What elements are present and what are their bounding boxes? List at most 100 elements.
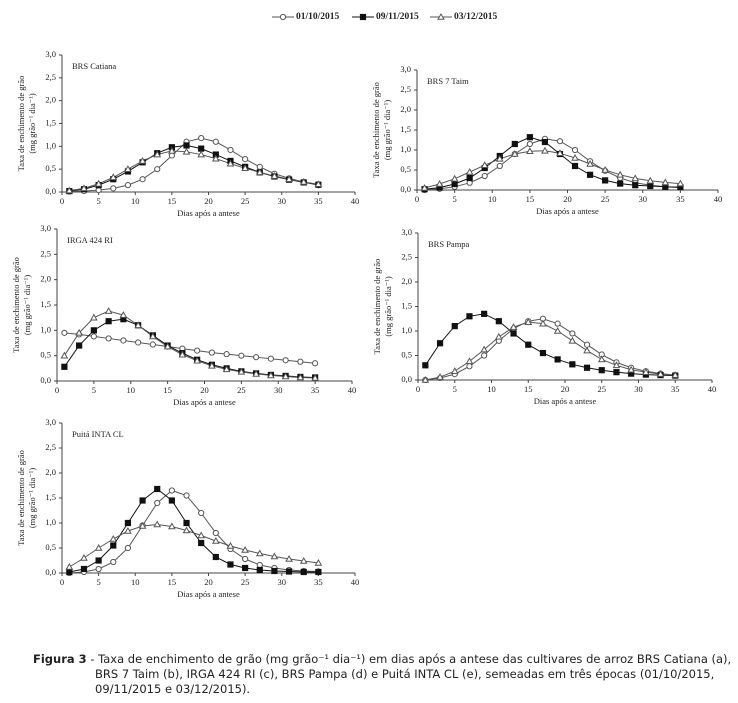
marker-triangle — [480, 161, 489, 168]
marker-triangle — [94, 179, 103, 187]
marker-triangle — [436, 373, 444, 380]
series-line — [63, 310, 316, 379]
caption-label: Figura 3 — [33, 652, 87, 666]
marker-square — [422, 362, 429, 369]
marker-triangle — [526, 147, 534, 154]
y-tick-label: 2,5 — [45, 442, 56, 452]
marker-triangle — [60, 351, 69, 359]
series-line — [69, 137, 319, 193]
marker-square — [110, 542, 117, 549]
marker-circle — [282, 357, 289, 364]
x-tick-label: 30 — [278, 577, 287, 587]
marker-circle — [95, 187, 102, 194]
marker-triangle — [553, 326, 562, 334]
marker-square — [183, 519, 190, 527]
marker-circle — [223, 351, 230, 358]
marker-triangle — [671, 371, 680, 378]
y-tick-label: 2,0 — [400, 104, 411, 114]
marker-triangle — [138, 156, 147, 164]
marker-circle — [135, 339, 142, 346]
series-line — [64, 332, 316, 364]
y-tick-label: 0,5 — [401, 349, 412, 359]
marker-square — [285, 568, 293, 575]
marker-square — [80, 565, 88, 573]
marker-circle — [124, 182, 132, 189]
marker-triangle — [208, 361, 216, 369]
marker-triangle — [193, 356, 201, 364]
marker-circle — [154, 499, 161, 507]
marker-circle — [569, 330, 576, 337]
x-tick-label: 20 — [200, 385, 209, 395]
marker-square — [198, 145, 205, 152]
marker-circle — [124, 544, 132, 552]
marker-triangle — [226, 159, 235, 167]
x-axis-label: Dias após a antese — [173, 397, 236, 407]
legend-item: 01/10/2015 — [272, 12, 340, 22]
y-tick-label: 1,0 — [400, 144, 411, 154]
x-tick-label: 40 — [714, 194, 723, 204]
y-tick-label: 0,0 — [40, 375, 51, 385]
y-tick-label: 0,5 — [40, 350, 51, 360]
marker-triangle — [612, 361, 621, 369]
marker-circle — [61, 329, 68, 336]
marker-triangle — [465, 357, 474, 365]
marker-triangle — [90, 313, 98, 321]
marker-triangle — [80, 553, 88, 561]
marker-square — [198, 539, 205, 547]
marker-circle — [297, 358, 304, 365]
marker-circle — [481, 172, 488, 180]
legend-label: 01/10/2015 — [296, 12, 340, 22]
y-tick-label: 0,5 — [45, 163, 56, 173]
marker-square — [300, 568, 307, 576]
x-tick-label: 25 — [601, 194, 610, 204]
marker-triangle — [65, 562, 74, 570]
subplot: 0,0 0,5 1,0 1,5 2,0 2,5 3,0 0 5 10 15 20 25 30 35 40 Pui… — [16, 417, 359, 599]
y-tick-label: 2,0 — [45, 467, 56, 477]
y-tick-label: 1,5 — [45, 492, 56, 502]
marker-square — [632, 182, 639, 189]
marker-circle — [208, 349, 215, 356]
marker-square — [436, 340, 444, 347]
marker-square — [541, 138, 549, 146]
marker-triangle — [163, 342, 172, 350]
marker-triangle — [149, 332, 157, 340]
marker-triangle — [435, 179, 444, 187]
y-tick-label: 2,5 — [400, 84, 411, 94]
marker-square — [583, 364, 591, 371]
marker-square — [451, 323, 458, 330]
y-tick-label: 2,0 — [40, 274, 51, 284]
marker-circle — [312, 360, 319, 367]
y-axis-label: Taxa de enchimento de grão — [16, 76, 26, 172]
marker-square — [617, 180, 624, 187]
marker-triangle — [311, 373, 319, 381]
subplot-title: BRS Catiana — [72, 61, 116, 71]
marker-square — [481, 310, 488, 317]
marker-square — [598, 367, 605, 374]
x-tick-label: 25 — [598, 384, 607, 394]
marker-triangle — [627, 365, 636, 373]
marker-triangle — [285, 554, 293, 562]
y-axis-label: (mg grão⁻¹ dia⁻¹) — [27, 468, 37, 528]
marker-triangle — [226, 541, 235, 549]
marker-triangle — [568, 336, 577, 344]
series-line — [69, 523, 319, 568]
marker-triangle — [314, 558, 323, 566]
marker-circle — [139, 176, 146, 183]
marker-square — [466, 313, 473, 320]
y-axis-label: (mg grão⁻¹ dia⁻¹) — [382, 100, 392, 160]
marker-triangle — [556, 149, 564, 156]
y-axis-label: (mg grão⁻¹ dia⁻¹) — [27, 93, 37, 153]
marker-triangle — [241, 545, 249, 553]
marker-square — [212, 553, 219, 561]
marker-circle — [571, 146, 579, 154]
x-tick-label: 35 — [311, 385, 320, 395]
series-line — [63, 318, 316, 378]
x-tick-label: 5 — [453, 194, 457, 204]
series-line — [69, 144, 319, 192]
y-tick-label: 3,0 — [45, 49, 56, 59]
marker-circle — [198, 509, 205, 517]
series-line — [424, 150, 681, 189]
marker-square — [95, 557, 102, 564]
x-tick-label: 20 — [561, 384, 570, 394]
marker-triangle — [124, 526, 132, 534]
